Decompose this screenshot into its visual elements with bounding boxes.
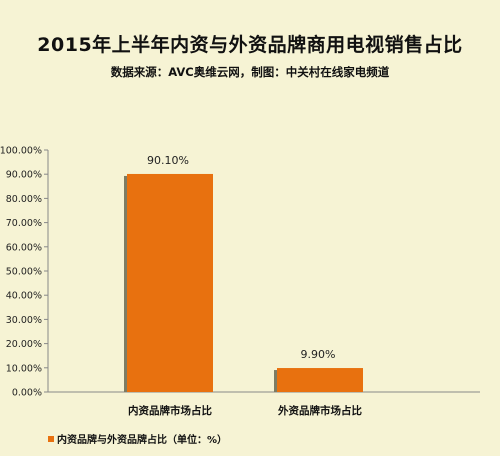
y-tick-label: 30.00% (6, 315, 42, 326)
y-tick-label: 0.00% (12, 388, 42, 399)
y-tick-label: 70.00% (6, 218, 42, 229)
y-tick-label: 10.00% (6, 363, 42, 374)
y-tick-label: 40.00% (6, 291, 42, 302)
y-tick-label: 90.00% (6, 170, 42, 181)
y-tick-label: 20.00% (6, 339, 42, 350)
y-tick-label: 80.00% (6, 194, 42, 205)
y-tick-label: 100.00% (0, 146, 42, 157)
data-label: 9.90% (301, 348, 336, 361)
data-label: 90.10% (147, 154, 189, 167)
y-tick-label: 60.00% (6, 242, 42, 253)
legend-swatch (48, 435, 54, 442)
chart-subtitle: 数据来源：AVC奥维云网，制图：中关村在线家电频道 (110, 65, 390, 79)
category-label: 内资品牌市场占比 (128, 404, 212, 417)
chart-title: 2015年上半年内资与外资品牌商用电视销售占比 (37, 34, 463, 56)
legend: 内资品牌与外资品牌占比（单位：%） (48, 431, 227, 446)
bar (127, 173, 213, 392)
bar (277, 368, 363, 392)
legend-label: 内资品牌与外资品牌占比（单位：%） (57, 435, 228, 446)
category-label: 外资品牌市场占比 (277, 404, 362, 417)
y-tick-label: 50.00% (6, 267, 42, 278)
